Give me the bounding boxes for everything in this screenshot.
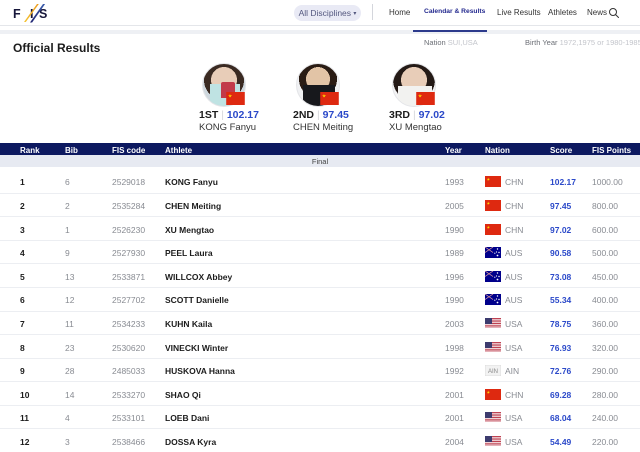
svg-text:AIN: AIN [488,369,498,375]
svg-text:F: F [13,7,21,21]
